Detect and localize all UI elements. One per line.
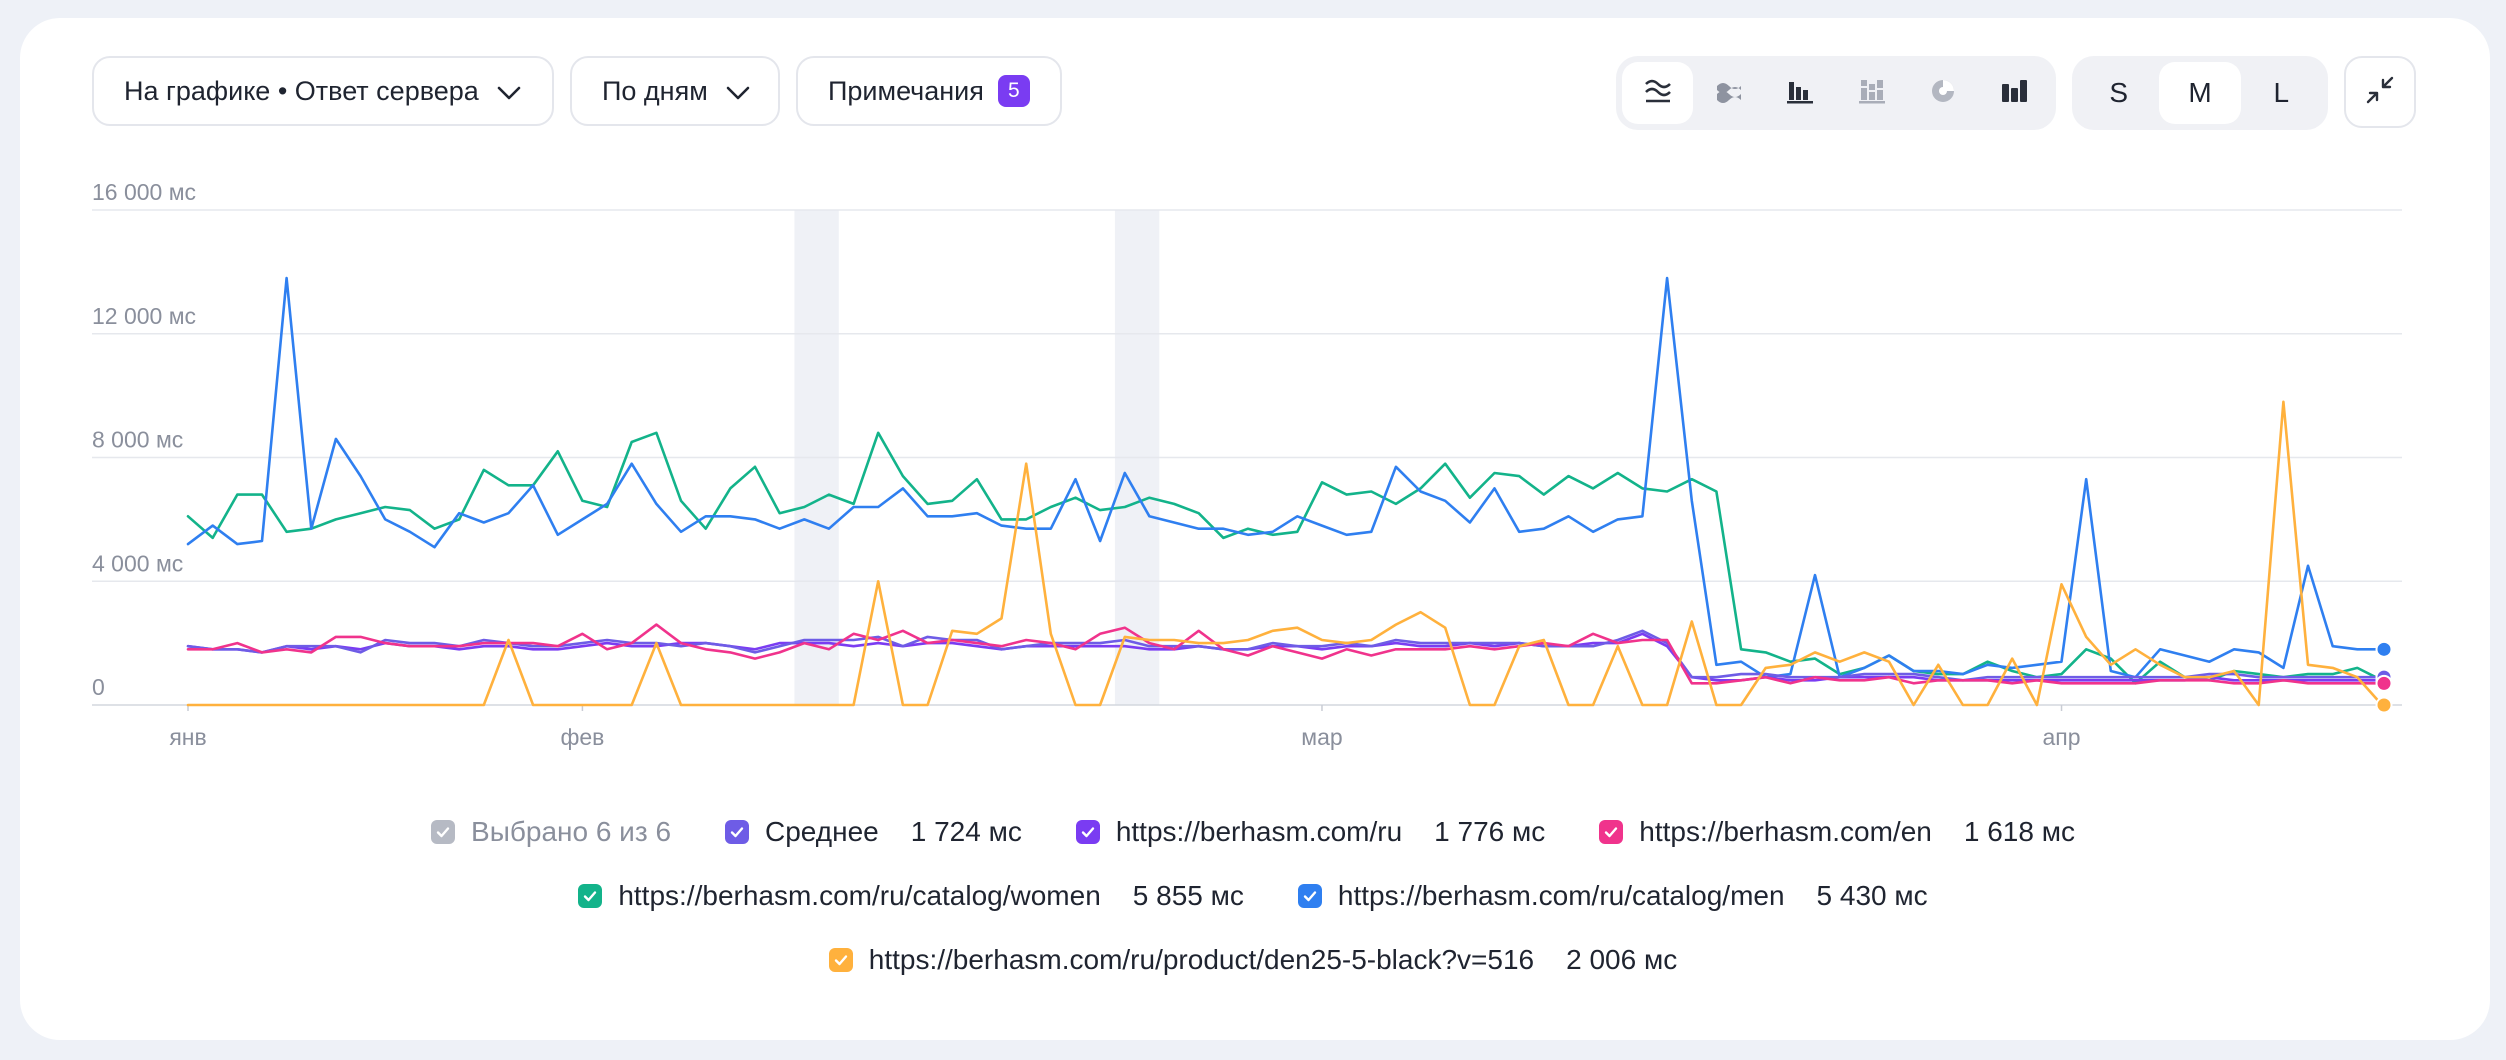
x-tick-label: апр: [2043, 724, 2081, 750]
legend-row-1: Выбрано 6 из 6 Среднее 1 724 мс https://…: [0, 816, 2506, 848]
period-dropdown-label: По дням: [602, 75, 708, 106]
x-tick-label: мар: [1301, 724, 1342, 750]
size-l-button[interactable]: L: [2273, 77, 2290, 108]
legend-item-value: 1 618 мс: [1963, 816, 2075, 847]
legend-item-value: 5 430 мс: [1816, 880, 1928, 911]
legend-item[interactable]: https://berhasm.com/ru/catalog/women 5 8…: [578, 880, 1244, 912]
stacked-area-icon: [1714, 76, 1744, 111]
checkbox-icon: [828, 948, 853, 972]
bar-chart-icon: [1785, 76, 1815, 111]
legend-item-value: 1 776 мс: [1434, 816, 1546, 847]
column-chart-icon: [1999, 76, 2029, 111]
line-chart: 0 4 000 мс 8 000 мс 12 000 мс 16 000 мс янв фе…: [92, 179, 2402, 750]
legend-item-value: 2 006 мс: [1566, 944, 1678, 975]
metric-dropdown-label: На графике • Ответ сервера: [124, 75, 479, 106]
legend-item-value: 5 855 мс: [1132, 880, 1244, 911]
x-tick-label: янв: [169, 724, 206, 750]
checkbox-icon: [1075, 820, 1100, 844]
bar-chart-button[interactable]: [1765, 62, 1836, 124]
legend-item-label: https://berhasm.com/ru/product/den25-5-b…: [868, 944, 1535, 975]
stacked-bar-icon: [1857, 76, 1887, 111]
legend-select-all[interactable]: Выбрано 6 из 6: [431, 816, 671, 848]
series-end-point: [2375, 696, 2393, 714]
checkbox-icon: [431, 820, 456, 844]
size-m-button[interactable]: M: [2159, 62, 2241, 124]
legend-item[interactable]: https://berhasm.com/en 1 618 мс: [1599, 816, 2075, 848]
notes-button[interactable]: Примечания 5: [796, 56, 1062, 126]
period-dropdown[interactable]: По дням: [570, 56, 780, 126]
chart-type-switcher: [1616, 56, 2056, 130]
series-line: [186, 431, 2384, 685]
legend-item[interactable]: https://berhasm.com/ru/catalog/men 5 430…: [1297, 880, 1928, 912]
collapse-icon: [2365, 75, 2395, 110]
column-chart-button[interactable]: [1979, 62, 2050, 124]
line-chart-button[interactable]: [1622, 62, 1694, 124]
metric-dropdown[interactable]: На графике • Ответ сервера: [92, 56, 554, 126]
legend-item-value: 1 724 мс: [910, 816, 1022, 847]
legend-item[interactable]: Среднее 1 724 мс: [725, 816, 1022, 848]
stacked-bar-button[interactable]: [1836, 62, 1907, 124]
legend-item-label: https://berhasm.com/ru/catalog/women: [618, 880, 1101, 911]
y-tick-label: 0: [92, 674, 105, 700]
chevron-down-icon: [497, 76, 521, 107]
notes-button-label: Примечания: [828, 75, 984, 106]
pie-chart-icon: [1928, 76, 1958, 111]
checkbox-icon: [1297, 884, 1322, 908]
checkbox-icon: [578, 884, 603, 908]
size-s-button[interactable]: S: [2109, 77, 2128, 108]
checkbox-icon: [1599, 820, 1624, 844]
y-tick-label: 12 000 мс: [92, 303, 196, 329]
y-tick-label: 16 000 мс: [92, 179, 196, 205]
chevron-down-icon: [726, 76, 750, 107]
pie-chart-button[interactable]: [1907, 62, 1978, 124]
legend-item-label: https://berhasm.com/ru/catalog/men: [1337, 880, 1785, 911]
legend-item[interactable]: https://berhasm.com/ru 1 776 мс: [1075, 816, 1546, 848]
notes-count-badge: 5: [997, 75, 1030, 107]
series-end-point: [2375, 640, 2393, 658]
size-switcher: S M L: [2072, 56, 2328, 130]
collapse-button[interactable]: [2344, 56, 2416, 128]
legend-row-3: https://berhasm.com/ru/product/den25-5-b…: [0, 944, 2506, 976]
legend-select-all-label: Выбрано 6 из 6: [471, 816, 672, 847]
series-line: [186, 632, 2384, 682]
x-tick-label: фев: [560, 724, 604, 750]
legend-item-label: https://berhasm.com/en: [1639, 816, 1932, 847]
series-line: [186, 276, 2384, 679]
stacked-area-button[interactable]: [1693, 62, 1764, 124]
legend-item-label: Среднее: [765, 816, 879, 847]
series-line: [186, 629, 2384, 682]
series-line: [186, 623, 2384, 685]
line-chart-icon: [1643, 76, 1673, 111]
legend-row-2: https://berhasm.com/ru/catalog/women 5 8…: [0, 880, 2506, 912]
legend-item[interactable]: https://berhasm.com/ru/product/den25-5-b…: [828, 944, 1678, 976]
series-line: [186, 400, 2384, 707]
series-end-point: [2375, 674, 2393, 692]
legend-item-label: https://berhasm.com/ru: [1115, 816, 1403, 847]
y-tick-label: 4 000 мс: [92, 550, 183, 576]
checkbox-icon: [725, 820, 750, 844]
y-tick-label: 8 000 мс: [92, 427, 183, 453]
